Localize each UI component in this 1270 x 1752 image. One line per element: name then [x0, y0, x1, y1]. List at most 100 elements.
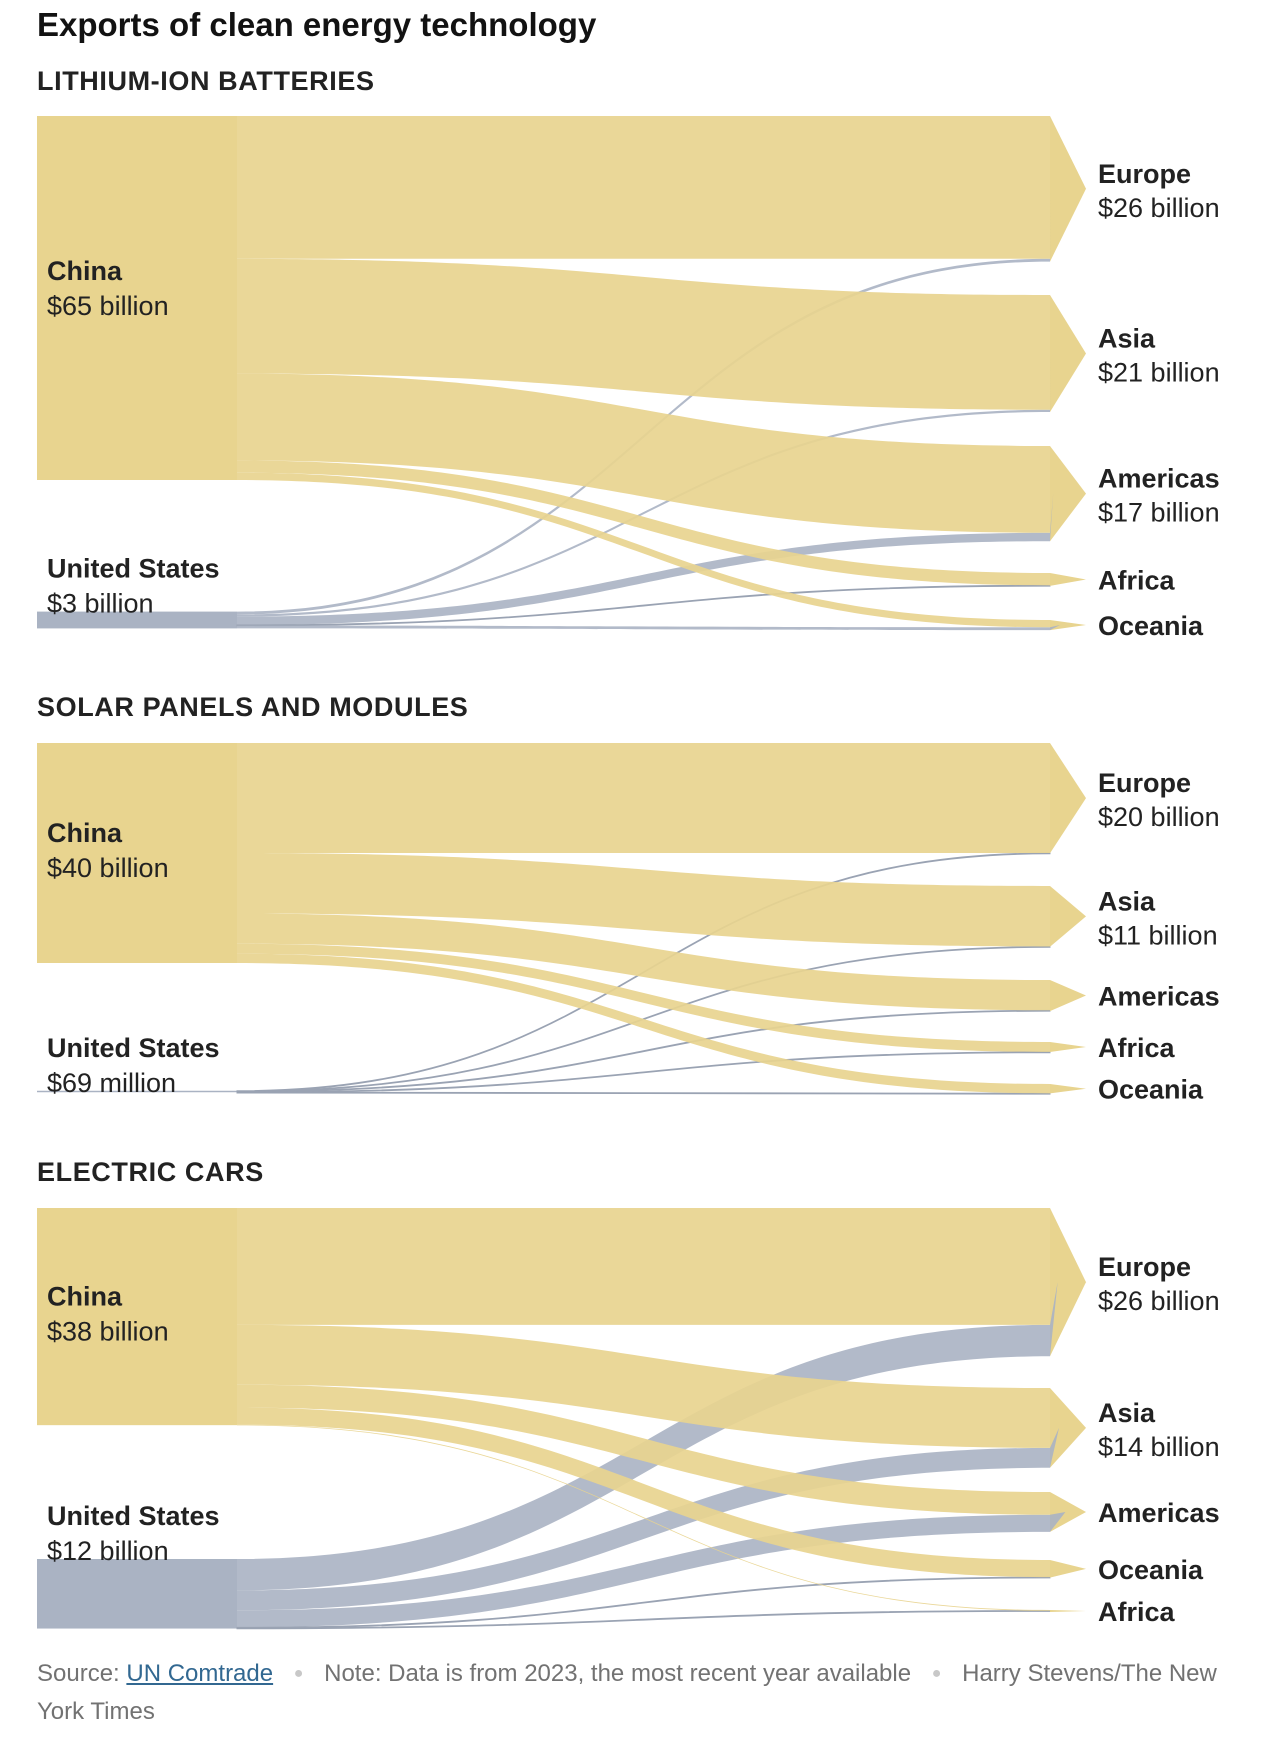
source-value-china: $38 billion	[47, 1317, 169, 1347]
flow-china-asia	[237, 258, 1050, 410]
target-arrow-europe	[1050, 743, 1086, 854]
flow-china-americas	[237, 913, 1050, 1011]
target-label-oceania: Oceania	[1098, 1075, 1204, 1105]
source-link[interactable]: UN Comtrade	[126, 1660, 274, 1687]
flow-china-europe	[237, 116, 1050, 259]
panel-title: ELECTRIC CARS	[37, 1157, 264, 1187]
source-bar-china	[37, 116, 237, 480]
footer-credit: Harry Stevens/The New York Times	[37, 1660, 1217, 1725]
flow-us-americas	[236, 1009, 1051, 1093]
flow-china-europe	[237, 1208, 1050, 1325]
target-arrow-africa	[1050, 1610, 1086, 1612]
target-label-asia: Asia	[1098, 324, 1156, 354]
footer: Source: UN Comtrade ● Note: Data is from…	[37, 1656, 1237, 1729]
target-label-europe: Europe	[1098, 159, 1191, 189]
flow-china-oceania	[237, 953, 1050, 1094]
target-arrow-us-asia	[1050, 1427, 1059, 1468]
source-label-china: China	[47, 818, 123, 848]
target-arrow-europe	[1050, 116, 1086, 262]
target-arrow-africa	[1050, 1042, 1086, 1053]
flow-china-americas	[237, 1384, 1050, 1515]
flow-china-oceania	[237, 472, 1050, 628]
target-label-americas: Americas	[1098, 982, 1220, 1012]
target-value-asia: $14 billion	[1098, 1432, 1220, 1462]
separator-dot: ●	[293, 1665, 304, 1682]
flow-china-asia	[237, 853, 1050, 947]
source-label-us: United States	[47, 1033, 220, 1063]
flow-us-asia	[237, 1447, 1050, 1611]
target-label-asia: Asia	[1098, 886, 1156, 916]
target-label-europe: Europe	[1098, 1252, 1191, 1282]
source-label-china: China	[47, 1282, 123, 1312]
target-label-oceania: Oceania	[1098, 611, 1204, 641]
target-label-asia: Asia	[1098, 1398, 1156, 1428]
target-arrow-us-asia	[1050, 353, 1051, 413]
target-label-europe: Europe	[1098, 768, 1191, 798]
source-value-us: $3 billion	[47, 589, 154, 619]
target-arrow-oceania	[1050, 1560, 1086, 1578]
target-value-asia: $21 billion	[1098, 358, 1220, 388]
flow-us-asia	[237, 409, 1050, 617]
target-arrow-europe	[1050, 1208, 1086, 1357]
panel-title: LITHIUM-ION BATTERIES	[37, 66, 375, 96]
target-arrow-asia	[1050, 1388, 1086, 1468]
target-arrow-asia	[1050, 886, 1086, 947]
target-label-oceania: Oceania	[1098, 1555, 1204, 1585]
flow-china-africa	[237, 943, 1050, 1052]
target-arrow-oceania	[1050, 620, 1086, 631]
panel-1: SOLAR PANELS AND MODULES China $40 billion…	[37, 692, 1220, 1105]
source-label: Source:	[37, 1660, 120, 1687]
target-label-africa: Africa	[1098, 1033, 1176, 1063]
source-value-china: $65 billion	[47, 291, 169, 321]
flow-us-oceania	[237, 625, 1050, 631]
source-label-china: China	[47, 256, 123, 286]
flow-us-americas	[237, 532, 1050, 626]
target-arrow-us-oceania	[1050, 625, 1060, 631]
source-bar-us	[37, 1559, 237, 1629]
flow-china-europe	[237, 743, 1050, 853]
panel-title: SOLAR PANELS AND MODULES	[37, 692, 468, 722]
flow-china-africa	[237, 460, 1050, 586]
source-bar-china	[37, 743, 237, 963]
target-value-europe: $26 billion	[1098, 193, 1220, 223]
target-arrow-asia	[1050, 295, 1086, 413]
target-value-europe: $20 billion	[1098, 802, 1220, 832]
target-label-africa: Africa	[1098, 565, 1176, 595]
target-arrow-us-europe	[1050, 1282, 1058, 1357]
target-arrow-us-americas	[1050, 493, 1054, 542]
source-label-us: United States	[47, 1501, 220, 1531]
source-bar-us	[37, 611, 237, 629]
target-label-americas: Americas	[1098, 464, 1220, 494]
flow-china-oceania	[237, 1407, 1050, 1578]
flow-us-oceania	[236, 1576, 1051, 1629]
target-value-europe: $26 billion	[1098, 1286, 1220, 1316]
panel-2: ELECTRIC CARS China $38 billion United Stat…	[37, 1157, 1220, 1630]
flow-china-americas	[237, 373, 1050, 533]
source-value-china: $40 billion	[47, 853, 169, 883]
footer-note: Note: Data is from 2023, the most recent…	[324, 1660, 912, 1687]
source-value-us: $12 billion	[47, 1536, 169, 1566]
target-value-asia: $11 billion	[1098, 920, 1218, 950]
target-label-africa: Africa	[1098, 1597, 1176, 1627]
flow-us-africa	[236, 1051, 1051, 1094]
flow-china-africa	[237, 1424, 1050, 1611]
target-value-americas: $17 billion	[1098, 498, 1220, 528]
target-arrow-oceania	[1050, 1084, 1086, 1094]
chart-title: Exports of clean energy technology	[37, 6, 597, 43]
source-bar-us	[37, 1090, 237, 1093]
flow-us-oceania	[236, 1091, 1051, 1095]
target-label-americas: Americas	[1098, 1498, 1220, 1528]
panel-0: LITHIUM-ION BATTERIES China $65 billion Uni…	[37, 66, 1220, 641]
source-label-us: United States	[47, 554, 220, 584]
flow-china-asia	[237, 1324, 1050, 1448]
source-value-us: $69 million	[47, 1068, 176, 1098]
target-arrow-americas	[1050, 1492, 1086, 1532]
separator-dot: ●	[931, 1665, 942, 1682]
target-arrow-americas	[1050, 980, 1086, 1012]
target-arrow-us-europe	[1050, 188, 1051, 262]
target-arrow-americas	[1050, 446, 1086, 542]
flow-us-africa	[236, 584, 1051, 627]
flow-us-americas	[237, 1514, 1050, 1628]
target-arrow-africa	[1050, 573, 1086, 586]
